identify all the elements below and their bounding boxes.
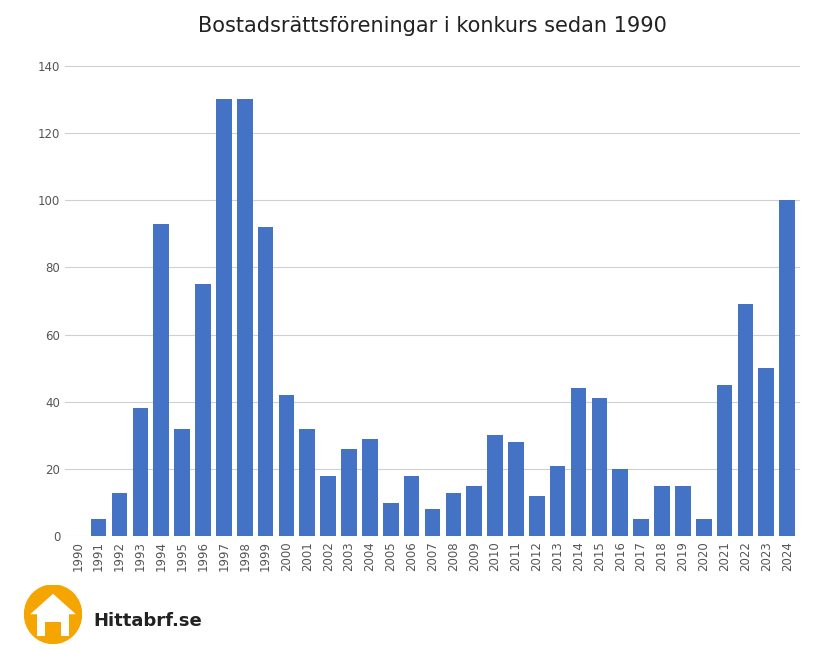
Bar (112, 493, 127, 536)
Bar (738, 304, 753, 536)
Bar (321, 476, 336, 536)
Bar (175, 428, 190, 536)
Bar (404, 476, 419, 536)
Bar (446, 493, 461, 536)
Bar (696, 519, 712, 536)
Bar (592, 398, 607, 536)
Bar (132, 408, 149, 536)
Bar (383, 502, 398, 536)
Bar (779, 200, 795, 536)
Bar (654, 486, 670, 536)
Bar (299, 428, 315, 536)
FancyBboxPatch shape (45, 623, 61, 636)
Bar (613, 469, 628, 536)
Bar (278, 395, 295, 536)
Bar (675, 486, 690, 536)
Bar (216, 99, 232, 536)
Bar (341, 449, 357, 536)
Polygon shape (30, 594, 76, 614)
Bar (424, 510, 441, 536)
Bar (258, 227, 273, 536)
Bar (487, 436, 503, 536)
Bar (759, 368, 774, 536)
Bar (153, 224, 169, 536)
Title: Bostadsrättsföreningar i konkurs sedan 1990: Bostadsrättsföreningar i konkurs sedan 1… (198, 16, 667, 36)
Bar (633, 519, 649, 536)
Bar (237, 99, 252, 536)
FancyBboxPatch shape (37, 614, 69, 636)
Bar (716, 385, 733, 536)
Bar (550, 465, 565, 536)
Bar (508, 442, 524, 536)
Bar (467, 486, 482, 536)
Bar (529, 496, 544, 536)
Bar (362, 439, 378, 536)
Text: Hittabrf.se: Hittabrf.se (94, 612, 202, 630)
Bar (195, 284, 211, 536)
Bar (570, 388, 587, 536)
Circle shape (24, 585, 82, 644)
Bar (91, 519, 106, 536)
